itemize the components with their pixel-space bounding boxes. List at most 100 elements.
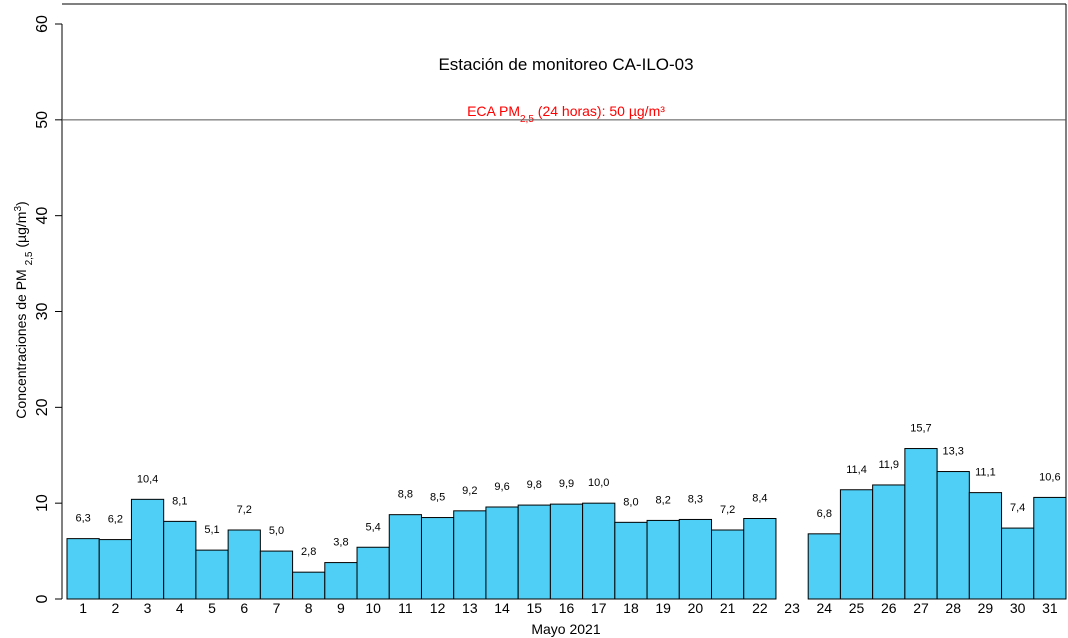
x-tick-label: 22 [752, 600, 768, 616]
y-axis-label: Concentraciones de PM 2,5 (µg/m3) [13, 201, 35, 418]
bar [292, 571, 326, 600]
x-tick-label: 9 [337, 600, 345, 616]
x-tick-label: 31 [1042, 600, 1058, 616]
bar [195, 549, 229, 600]
bar [259, 550, 294, 600]
value-label: 7,4 [1010, 502, 1025, 514]
value-label: 8,2 [656, 494, 671, 506]
y-label-part: 2,5 [24, 251, 35, 265]
value-label: 8,3 [688, 493, 703, 505]
x-tick-label: 13 [462, 600, 478, 616]
y-label-part: (µg/m [13, 212, 29, 252]
bar [227, 529, 261, 600]
value-label: 11,9 [878, 459, 899, 471]
value-label: 10,6 [1039, 471, 1060, 483]
bar [743, 518, 777, 600]
value-label: 10,0 [588, 477, 609, 489]
bar [66, 538, 100, 600]
value-label: 8,4 [752, 493, 767, 505]
value-label: 9,9 [559, 478, 574, 490]
bar [968, 492, 1003, 600]
bar [904, 448, 938, 600]
x-tick-label: 2 [111, 600, 119, 616]
value-label: 13,3 [942, 446, 963, 458]
bar [130, 498, 165, 600]
value-label: 2,8 [301, 546, 316, 558]
y-tick-label: 50 [34, 111, 51, 129]
value-label: 7,2 [720, 504, 735, 516]
bar [98, 539, 132, 600]
y-label-part: ) [13, 201, 29, 206]
x-axis-label: Mayo 2021 [531, 621, 600, 637]
bar [420, 517, 455, 600]
bar [872, 484, 906, 600]
x-tick-label: 19 [655, 600, 671, 616]
x-tick-label: 3 [144, 600, 152, 616]
value-label: 6,8 [817, 508, 832, 520]
x-tick-label: 8 [305, 600, 313, 616]
chart-title: Estación de monitoreo CA-ILO-03 [438, 55, 693, 74]
x-tick-label: 21 [720, 600, 736, 616]
bar [1033, 496, 1067, 600]
value-label: 11,1 [975, 467, 996, 479]
value-label: 8,1 [172, 495, 187, 507]
bar [163, 520, 197, 600]
x-tick-label: 12 [430, 600, 446, 616]
bar [485, 506, 519, 600]
x-tick-label: 14 [494, 600, 510, 616]
bar [1001, 527, 1035, 600]
value-label: 5,4 [365, 521, 380, 533]
bar [614, 521, 648, 600]
reference-label-part: (24 horas): 50 µg/m³ [534, 103, 665, 119]
x-tick-label: 30 [1010, 600, 1026, 616]
value-label: 9,6 [494, 481, 509, 493]
y-tick-label: 60 [34, 15, 51, 33]
y-tick-label: 10 [34, 494, 51, 512]
value-label: 3,8 [333, 537, 348, 549]
value-label: 8,5 [430, 492, 445, 504]
bar [453, 510, 487, 600]
y-tick-label: 40 [34, 207, 51, 225]
value-label: 5,0 [269, 525, 284, 537]
x-tick-label: 4 [176, 600, 184, 616]
bar [711, 529, 745, 600]
value-label: 9,2 [462, 485, 477, 497]
bar [936, 471, 970, 600]
value-label: 6,2 [108, 514, 123, 526]
value-label: 8,8 [398, 489, 413, 501]
reference-label-part: 2,5 [520, 114, 534, 125]
y-label-part: 3 [13, 206, 24, 212]
bar [549, 503, 584, 600]
bar [582, 502, 616, 600]
bar [517, 504, 551, 600]
y-tick-label: 30 [34, 303, 51, 321]
value-label: 8,0 [623, 496, 638, 508]
reference-label: ECA PM2,5 (24 horas): 50 µg/m³ [467, 103, 665, 125]
x-tick-label: 1 [79, 600, 87, 616]
value-label: 10,4 [137, 473, 158, 485]
bar [356, 546, 390, 600]
x-tick-label: 7 [273, 600, 281, 616]
value-label: 6,3 [75, 513, 90, 525]
x-tick-label: 11 [398, 600, 413, 616]
x-tick-label: 15 [526, 600, 542, 616]
x-tick-label: 25 [849, 600, 865, 616]
x-tick-label: 10 [365, 600, 381, 616]
x-tick-label: 29 [978, 600, 994, 616]
x-tick-label: 18 [623, 600, 639, 616]
y-label-part: Concentraciones de PM [13, 265, 29, 418]
y-tick-label: 0 [34, 594, 51, 603]
x-tick-label: 28 [945, 600, 961, 616]
bar [324, 562, 358, 600]
value-label: 11,4 [846, 464, 867, 476]
bar [678, 518, 713, 600]
x-tick-label: 6 [240, 600, 248, 616]
bar [807, 533, 841, 600]
bar [839, 489, 874, 600]
bar [646, 519, 680, 600]
reference-label-part: ECA PM [467, 103, 520, 119]
x-tick-label: 5 [208, 600, 216, 616]
bar [388, 514, 422, 600]
y-tick-label: 20 [34, 398, 51, 416]
